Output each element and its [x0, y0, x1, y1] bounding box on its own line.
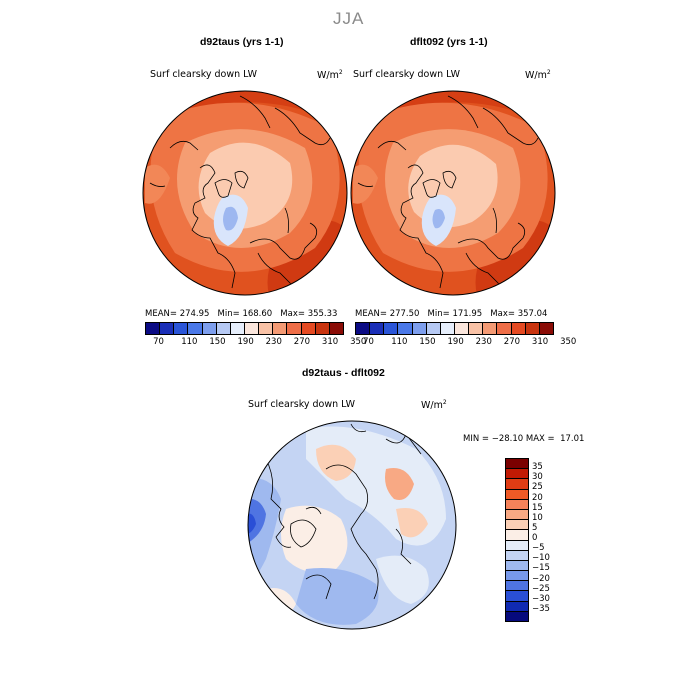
panel1-units: W/m2	[317, 69, 343, 82]
colorbar-swatch	[202, 323, 217, 334]
diff-colorbar-label: 30	[532, 472, 543, 483]
colorbar-tick-label: 270	[503, 337, 521, 347]
diff-colorbar	[505, 458, 529, 622]
colorbar-tick-label: 230	[265, 337, 282, 347]
diff-colorbar-swatch	[506, 530, 528, 541]
colorbar-swatch	[454, 323, 470, 334]
colorbar-swatch	[146, 323, 161, 334]
colorbar-tick-label: 190	[447, 337, 464, 347]
diff-colorbar-label: −30	[532, 593, 550, 604]
panel2-polar-map	[350, 90, 556, 296]
panel1-colorbar	[145, 322, 344, 335]
colorbar-swatch	[497, 323, 512, 334]
diff-colorbar-label: −20	[532, 573, 550, 584]
panel2-title: dflt092 (yrs 1-1)	[410, 36, 488, 48]
colorbar-swatch	[469, 323, 484, 334]
diff-colorbar-swatch	[506, 571, 528, 582]
diff-colorbar-label: −15	[532, 563, 550, 574]
panel2-stats: MEAN= 277.50 Min= 171.95 Max= 357.04	[355, 309, 548, 319]
panel1-polar-map	[142, 90, 348, 296]
diff-colorbar-labels: 35 30 25 20 15 10 5 0 −5 −10 −15 −20 −25 −30 −35	[532, 458, 562, 620]
colorbar-swatch	[398, 323, 413, 334]
colorbar-swatch	[329, 323, 343, 334]
colorbar-swatch	[188, 323, 203, 334]
diff-field-label: Surf clearsky down LW	[248, 399, 355, 410]
colorbar-swatch	[287, 323, 302, 334]
diff-colorbar-label: −10	[532, 553, 550, 564]
colorbar-swatch	[315, 323, 330, 334]
colorbar-tick-label: 310	[531, 337, 549, 347]
diff-colorbar-label: 15	[532, 502, 543, 513]
colorbar-swatch	[356, 323, 371, 334]
diff-colorbar-label: 0	[532, 533, 538, 543]
colorbar-swatch	[273, 323, 288, 334]
diff-colorbar-swatch	[506, 560, 528, 572]
colorbar-tick-label: 270	[293, 337, 311, 347]
diff-colorbar-label: 10	[532, 512, 543, 523]
diff-units: W/m2	[421, 399, 447, 412]
colorbar-swatch	[216, 323, 231, 334]
colorbar-swatch	[160, 323, 175, 334]
diff-colorbar-swatch	[506, 469, 528, 480]
panel1-title: d92taus (yrs 1-1)	[200, 36, 284, 48]
diff-colorbar-swatch	[506, 509, 528, 521]
diff-colorbar-swatch	[506, 591, 528, 602]
colorbar-tick-label: 150	[419, 337, 436, 347]
colorbar-swatch	[259, 323, 274, 334]
colorbar-tick-label: 350	[560, 337, 577, 347]
panel2-units: W/m2	[525, 69, 551, 82]
colorbar-swatch	[539, 323, 553, 334]
panel1-stats: MEAN= 274.95 Min= 168.60 Max= 355.33	[145, 309, 338, 319]
colorbar-tick-label: 350	[350, 337, 367, 347]
colorbar-swatch	[230, 323, 245, 334]
colorbar-tick-label: 70	[363, 337, 374, 347]
diff-colorbar-swatch	[506, 499, 528, 510]
colorbar-swatch	[244, 323, 260, 334]
colorbar-tick-label: 230	[475, 337, 492, 347]
colorbar-swatch	[525, 323, 540, 334]
diff-colorbar-label: 20	[532, 492, 543, 503]
panel1-field-label: Surf clearsky down LW	[150, 69, 257, 80]
diff-colorbar-label: 25	[532, 482, 543, 493]
colorbar-tick-label: 110	[391, 337, 408, 347]
colorbar-swatch	[174, 323, 189, 334]
colorbar-swatch	[511, 323, 526, 334]
diff-colorbar-label: −5	[532, 543, 545, 554]
diff-colorbar-swatch	[506, 581, 528, 592]
panel2-field-label: Surf clearsky down LW	[353, 69, 460, 80]
colorbar-swatch	[412, 323, 427, 334]
colorbar-swatch	[483, 323, 498, 334]
diff-colorbar-swatch	[506, 479, 528, 490]
diff-polar-map	[247, 420, 457, 630]
diff-colorbar-swatch	[506, 601, 528, 612]
diff-stats: MIN = −28.10 MAX = 17.01	[463, 434, 585, 444]
colorbar-swatch	[384, 323, 399, 334]
colorbar-swatch	[301, 323, 316, 334]
colorbar-tick-label: 310	[321, 337, 339, 347]
diff-colorbar-swatch	[506, 550, 528, 561]
diff-colorbar-label: −25	[532, 583, 550, 594]
figure-title: JJA	[333, 9, 365, 28]
colorbar-tick-label: 70	[153, 337, 164, 347]
diff-colorbar-swatch	[506, 459, 528, 470]
colorbar-swatch	[440, 323, 455, 334]
diff-title: d92taus - dflt092	[302, 367, 385, 379]
diff-colorbar-swatch	[506, 611, 528, 621]
panel2-colorbar	[355, 322, 554, 335]
panel2-colorbar-ticks: 70 110 150 190 230 270 310 350	[355, 337, 576, 349]
diff-colorbar-swatch	[506, 520, 528, 531]
diff-colorbar-swatch	[506, 489, 528, 500]
diff-colorbar-label: 5	[532, 522, 538, 533]
diff-colorbar-label: −35	[532, 603, 550, 614]
colorbar-swatch	[370, 323, 385, 334]
colorbar-swatch	[426, 323, 441, 334]
colorbar-tick-label: 150	[209, 337, 226, 347]
diff-colorbar-label: 35	[532, 462, 543, 473]
diff-colorbar-swatch	[506, 540, 528, 551]
colorbar-tick-label: 110	[181, 337, 198, 347]
colorbar-tick-label: 190	[237, 337, 254, 347]
panel1-colorbar-ticks: 70 110 150 190 230 270 310 350	[145, 337, 366, 349]
